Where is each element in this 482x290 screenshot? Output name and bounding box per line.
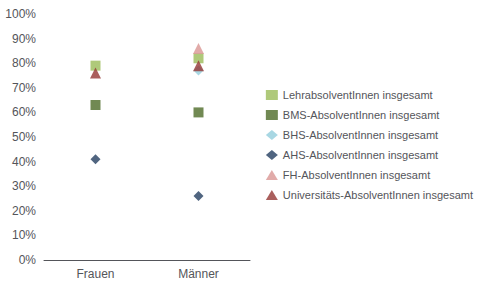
svg-text:40%: 40% xyxy=(12,155,36,169)
svg-text:100%: 100% xyxy=(5,7,36,21)
svg-text:Männer: Männer xyxy=(178,267,219,281)
svg-text:BHS-AbsolventInnen insgesamt: BHS-AbsolventInnen insgesamt xyxy=(283,129,438,141)
svg-text:BMS-AbsolventInnen insgesamt: BMS-AbsolventInnen insgesamt xyxy=(283,109,440,121)
svg-text:80%: 80% xyxy=(12,56,36,70)
svg-text:0%: 0% xyxy=(19,253,37,267)
svg-text:Universitäts-AbsolventInnen in: Universitäts-AbsolventInnen insgesamt xyxy=(283,189,473,201)
svg-text:70%: 70% xyxy=(12,81,36,95)
svg-text:AHS-AbsolventInnen insgesamt: AHS-AbsolventInnen insgesamt xyxy=(283,149,438,161)
svg-text:Frauen: Frauen xyxy=(76,267,114,281)
svg-text:20%: 20% xyxy=(12,204,36,218)
svg-text:50%: 50% xyxy=(12,130,36,144)
svg-text:60%: 60% xyxy=(12,105,36,119)
svg-text:LehrabsolventInnen insgesamt: LehrabsolventInnen insgesamt xyxy=(283,89,433,101)
svg-text:90%: 90% xyxy=(12,32,36,46)
svg-text:FH-AbsolventInnen insgesamt: FH-AbsolventInnen insgesamt xyxy=(283,169,430,181)
svg-text:30%: 30% xyxy=(12,179,36,193)
svg-text:10%: 10% xyxy=(12,228,36,242)
